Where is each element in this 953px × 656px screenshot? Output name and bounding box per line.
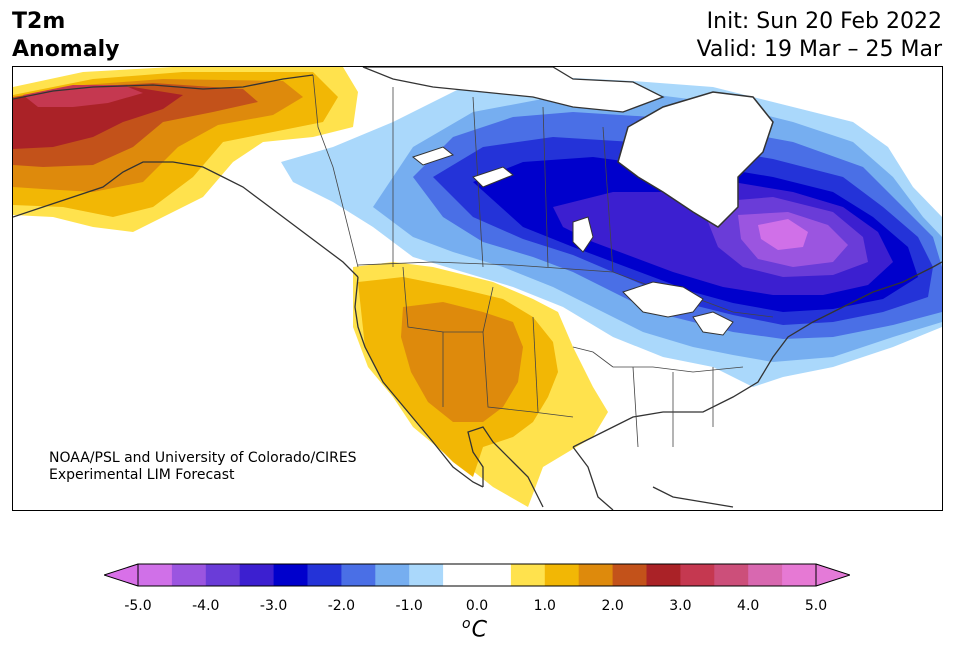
colorbar-tick-label: -2.0	[327, 598, 356, 614]
arctic-water	[362, 67, 665, 113]
credit-block: NOAA/PSL and University of Colorado/CIRE…	[49, 450, 357, 484]
colorbar-swatch	[544, 564, 580, 586]
colorbar-tick-label: -1.0	[395, 598, 423, 614]
cold-contour-9	[758, 219, 808, 250]
init-date: Init: Sun 20 Feb 2022	[706, 9, 942, 34]
colorbar-swatch	[273, 564, 308, 586]
colorbar-swatch	[477, 564, 512, 586]
colorbar-tick-label: -5.0	[124, 598, 152, 614]
colorbar-frame	[137, 563, 817, 587]
map-panel	[12, 66, 943, 511]
colorbar-swatch	[171, 564, 207, 586]
colorbar-tick-label: 5.0	[804, 598, 828, 614]
colorbar-swatch	[510, 564, 546, 586]
anomaly-map	[13, 67, 942, 510]
colorbar-tick-label: -4.0	[192, 598, 220, 614]
credit-line-1: NOAA/PSL and University of Colorado/CIRE…	[49, 450, 357, 466]
lakes-layer	[411, 146, 734, 336]
colorbar-swatch	[714, 564, 749, 586]
colorbar-swatch	[205, 564, 241, 586]
colorbar-tick-label: 1.0	[533, 598, 556, 614]
coastline-layer	[13, 74, 942, 510]
border-layer	[312, 74, 774, 448]
title-block: T2m Anomaly	[12, 8, 119, 64]
unit-base: C	[471, 617, 487, 643]
sw-warm-3	[401, 302, 523, 422]
colorbar-tick-label: 3.0	[669, 598, 692, 614]
colorbar-swatch	[578, 564, 614, 586]
date-block: Init: Sun 20 Feb 2022 Valid: 19 Mar – 25…	[697, 8, 942, 64]
credit-line-2: Experimental LIM Forecast	[49, 467, 235, 483]
colorbar-tick-label: 4.0	[737, 598, 760, 614]
colorbar-tick-label: 0.0	[465, 598, 489, 614]
variable-title: T2m	[12, 9, 66, 34]
colorbar-swatch	[612, 564, 647, 586]
colorbar-over-outline	[815, 563, 850, 587]
colorbar-swatch	[782, 564, 817, 586]
colorbar-swatch	[680, 564, 715, 586]
colorbar-swatch	[443, 564, 478, 586]
colorbar-swatch	[307, 564, 342, 586]
colorbar-swatches	[138, 564, 817, 586]
quantity-title: Anomaly	[12, 37, 120, 62]
colorbar-swatch	[646, 564, 681, 586]
colorbar-over-arrow	[816, 564, 850, 586]
colorbar-tick-label: 2.0	[601, 598, 624, 614]
colorbar-swatch	[138, 564, 173, 586]
colorbar	[104, 563, 850, 587]
colorbar-swatch	[341, 564, 376, 586]
colorbar-swatch	[375, 564, 410, 586]
hudson-bay	[617, 91, 774, 228]
colorbar-under-arrow	[104, 564, 138, 586]
unit-superscript: o	[462, 616, 471, 632]
colorbar-tick-labels: -5.0 -4.0 -3.0 -2.0 -1.0 0.0 1.0 2.0 3.0 4.0 5.0	[0, 598, 953, 618]
colorbar-tick-label: -3.0	[259, 598, 288, 614]
valid-date: Valid: 19 Mar – 25 Mar	[696, 37, 942, 62]
colorbar-swatch	[239, 564, 275, 586]
colorbar-under-outline	[104, 563, 139, 587]
colorbar-swatch	[748, 564, 783, 586]
colorbar-swatch	[409, 564, 444, 586]
colorbar-unit: oC	[462, 616, 487, 642]
